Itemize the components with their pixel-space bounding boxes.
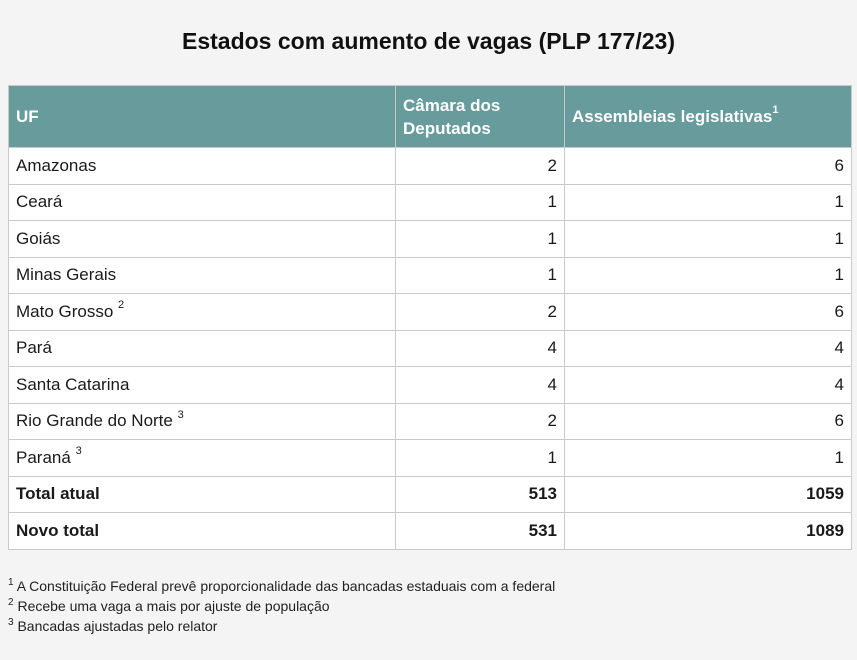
footnote-marker: 2 [8, 597, 14, 609]
seats-table: UF Câmara dos Deputados Assembleias legi… [8, 85, 852, 550]
total-assembleias: 1089 [564, 512, 852, 550]
state-name: Ceará [16, 192, 63, 212]
state-name: Goiás [16, 228, 61, 248]
cell-assembleias: 1 [564, 439, 852, 477]
cell-assembleias: 1 [564, 256, 852, 294]
table-header-row: UF Câmara dos Deputados Assembleias legi… [8, 85, 852, 148]
cell-assembleias: 1 [564, 183, 852, 221]
footnotes: 1 A Constituição Federal prevê proporcio… [8, 576, 555, 636]
table-row: Amazonas 2 6 [8, 147, 852, 185]
total-row: Total atual 513 1059 [8, 475, 852, 513]
cell-assembleias: 4 [564, 329, 852, 367]
cell-uf: Minas Gerais [8, 256, 396, 294]
footnote-marker: 2 [118, 299, 125, 312]
cell-camara: 2 [395, 402, 565, 440]
cell-camara: 2 [395, 147, 565, 185]
total-label: Total atual [8, 475, 396, 513]
state-name: Amazonas [16, 155, 97, 175]
state-name: Pará [16, 338, 52, 358]
total-camara: 513 [395, 475, 565, 513]
column-header-camara: Câmara dos Deputados [395, 85, 565, 148]
cell-uf: Paraná 3 [8, 439, 396, 477]
state-name: Minas Gerais [16, 265, 117, 285]
cell-camara: 4 [395, 329, 565, 367]
cell-camara: 4 [395, 366, 565, 404]
table-row: Rio Grande do Norte 3 2 6 [8, 402, 852, 440]
footnote-marker: 3 [75, 445, 82, 458]
footnote: 1 A Constituição Federal prevê proporcio… [8, 576, 555, 596]
table-row: Pará 4 4 [8, 329, 852, 367]
cell-assembleias: 6 [564, 147, 852, 185]
table-row: Santa Catarina 4 4 [8, 366, 852, 404]
footnote-marker: 3 [8, 617, 14, 629]
column-header-uf: UF [8, 85, 396, 148]
total-label: Novo total [8, 512, 396, 550]
table-row: Mato Grosso 2 2 6 [8, 293, 852, 331]
cell-uf: Pará [8, 329, 396, 367]
footnote-marker: 1 [772, 104, 779, 117]
cell-assembleias: 4 [564, 366, 852, 404]
footnote-text: A Constituição Federal prevê proporciona… [16, 578, 556, 594]
cell-assembleias: 6 [564, 293, 852, 331]
cell-camara: 1 [395, 256, 565, 294]
state-name: Mato Grosso [16, 301, 114, 321]
cell-camara: 1 [395, 220, 565, 258]
cell-uf: Mato Grosso 2 [8, 293, 396, 331]
table-row: Paraná 3 1 1 [8, 439, 852, 477]
table-row: Goiás 1 1 [8, 220, 852, 258]
column-header-label: Assembleias legislativas [572, 107, 773, 126]
footnote: 3 Bancadas ajustadas pelo relator [8, 616, 555, 636]
footnote-marker: 3 [177, 408, 184, 421]
cell-uf: Santa Catarina [8, 366, 396, 404]
cell-uf: Goiás [8, 220, 396, 258]
footnote-text: Bancadas ajustadas pelo relator [17, 618, 218, 634]
state-name: Rio Grande do Norte [16, 411, 173, 431]
footnote: 2 Recebe uma vaga a mais por ajuste de p… [8, 596, 555, 616]
state-name: Santa Catarina [16, 374, 130, 394]
column-header-assembleias: Assembleias legislativas1 [564, 85, 852, 148]
cell-assembleias: 6 [564, 402, 852, 440]
cell-camara: 2 [395, 293, 565, 331]
cell-uf: Rio Grande do Norte 3 [8, 402, 396, 440]
table-row: Ceará 1 1 [8, 183, 852, 221]
cell-uf: Ceará [8, 183, 396, 221]
page-title: Estados com aumento de vagas (PLP 177/23… [182, 28, 675, 54]
state-name: Paraná [16, 447, 71, 467]
total-assembleias: 1059 [564, 475, 852, 513]
total-camara: 531 [395, 512, 565, 550]
column-header-label: UF [16, 107, 39, 126]
footnote-text: Recebe uma vaga a mais por ajuste de pop… [17, 598, 330, 614]
cell-uf: Amazonas [8, 147, 396, 185]
cell-camara: 1 [395, 439, 565, 477]
footnote-marker: 1 [8, 577, 14, 589]
new-total-row: Novo total 531 1089 [8, 512, 852, 550]
table-row: Minas Gerais 1 1 [8, 256, 852, 294]
cell-assembleias: 1 [564, 220, 852, 258]
column-header-label: Câmara dos Deputados [403, 95, 501, 138]
cell-camara: 1 [395, 183, 565, 221]
